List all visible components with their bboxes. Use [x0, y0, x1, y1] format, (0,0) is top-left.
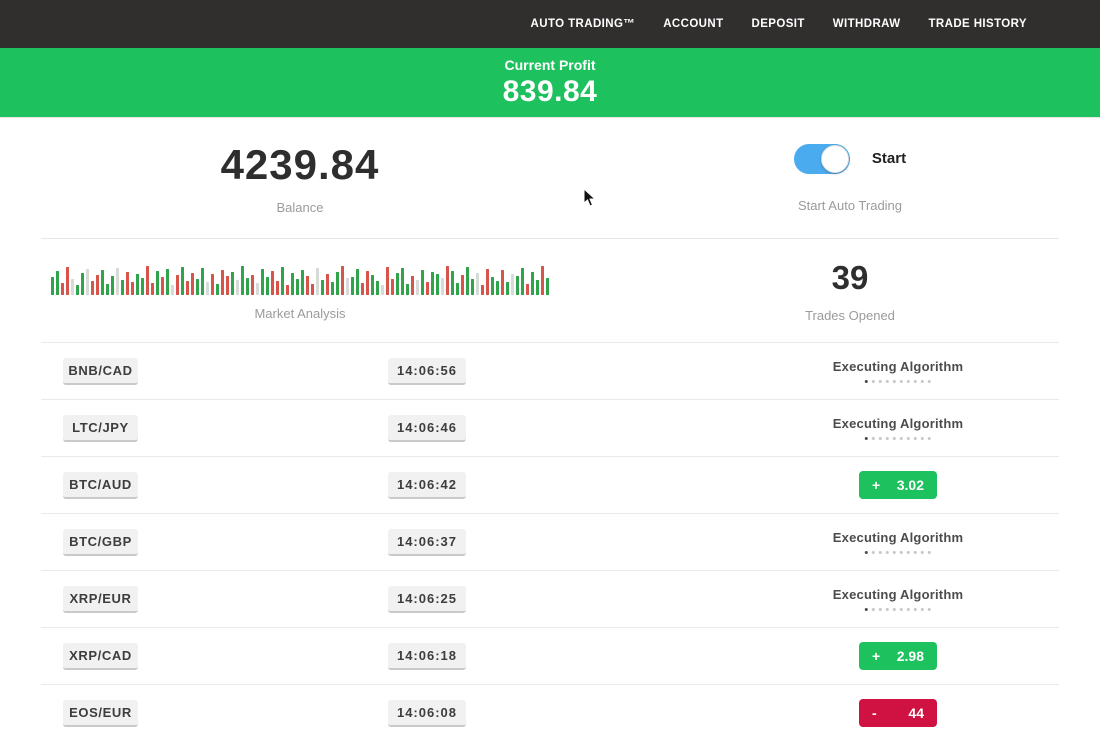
pair-badge: BTC/GBP: [63, 529, 138, 556]
profit-sign: +: [872, 477, 881, 493]
start-auto-trading-label: Start Auto Trading: [797, 197, 903, 213]
current-profit-value: 839.84: [502, 75, 598, 108]
executing-algorithm-label: Executing Algorithm: [832, 530, 964, 545]
market-analysis-chart: [51, 261, 549, 295]
time-badge: 14:06:08: [388, 700, 466, 727]
progress-dots: [863, 437, 933, 440]
top-nav: AUTO TRADING™ ACCOUNT DEPOSIT WITHDRAW T…: [0, 0, 1100, 48]
trades-opened-block: 39 Trades Opened: [600, 239, 1100, 342]
profit-value: 3.02: [896, 477, 924, 493]
trades-opened-label: Trades Opened: [805, 307, 895, 323]
trade-row: BTC/GBP 14:06:37 Executing Algorithm: [41, 513, 1059, 570]
time-badge: 14:06:56: [388, 358, 466, 385]
progress-dots: [863, 380, 933, 383]
time-badge: 14:06:25: [388, 586, 466, 613]
toggle-knob: [820, 144, 849, 173]
trades-list: BNB/CAD 14:06:56 Executing Algorithm LTC…: [0, 342, 1100, 741]
progress-dots: [863, 608, 933, 611]
progress-dots: [863, 551, 933, 554]
profit-sign: +: [872, 648, 881, 664]
trade-status-executing: Executing Algorithm: [833, 400, 963, 456]
market-analysis-label: Market Analysis: [254, 305, 346, 321]
trade-status-executing: Executing Algorithm: [833, 571, 963, 627]
executing-algorithm-label: Executing Algorithm: [832, 587, 964, 602]
time-badge: 14:06:46: [388, 415, 466, 442]
nav-auto-trading[interactable]: AUTO TRADING™: [530, 18, 636, 30]
nav-withdraw[interactable]: WITHDRAW: [832, 18, 901, 30]
pair-badge: BNB/CAD: [63, 358, 138, 385]
trade-status-executing: Executing Algorithm: [833, 343, 963, 399]
trade-row: BNB/CAD 14:06:56 Executing Algorithm: [41, 342, 1059, 399]
nav-deposit[interactable]: DEPOSIT: [751, 18, 805, 30]
market-analysis-block: Market Analysis: [0, 239, 600, 342]
balance-block: 4239.84 Balance: [0, 118, 600, 238]
trade-status-executing: Executing Algorithm: [833, 514, 963, 570]
profit-value: 2.98: [896, 648, 924, 664]
trade-row: XRP/CAD 14:06:18 + 2.98: [41, 627, 1059, 684]
balance-value: 4239.84: [220, 141, 380, 188]
divider: [41, 238, 1059, 239]
pair-badge: XRP/CAD: [63, 643, 138, 670]
trade-status-profit: + 2.98: [859, 628, 937, 684]
stats-row-1: 4239.84 Balance Start Start Auto Trading: [0, 118, 1100, 238]
nav-account[interactable]: ACCOUNT: [663, 18, 724, 30]
pair-badge: BTC/AUD: [63, 472, 138, 499]
loss-badge: - 44: [859, 699, 937, 727]
toggle-state-label: Start: [871, 150, 907, 167]
start-auto-trading-toggle[interactable]: [793, 143, 850, 174]
loss-sign: -: [872, 705, 877, 721]
loss-value: 44: [908, 705, 924, 721]
trade-status-profit: + 3.02: [859, 457, 937, 513]
trades-opened-value: 39: [831, 258, 869, 296]
current-profit-title: Current Profit: [504, 57, 596, 73]
nav-trade-history[interactable]: TRADE HISTORY: [928, 18, 1027, 30]
time-badge: 14:06:37: [388, 529, 466, 556]
pair-badge: EOS/EUR: [63, 700, 138, 727]
stats-row-2: Market Analysis 39 Trades Opened: [0, 239, 1100, 342]
trade-row: BTC/AUD 14:06:42 + 3.02: [41, 456, 1059, 513]
trade-row: EOS/EUR 14:06:08 - 44: [41, 684, 1059, 741]
executing-algorithm-label: Executing Algorithm: [832, 416, 964, 431]
auto-trading-block: Start Start Auto Trading: [600, 118, 1100, 238]
balance-label: Balance: [276, 200, 324, 215]
profit-badge: + 2.98: [859, 642, 937, 670]
pair-badge: XRP/EUR: [63, 586, 138, 613]
profit-badge: + 3.02: [859, 471, 937, 499]
current-profit-banner: Current Profit 839.84: [0, 48, 1100, 118]
executing-algorithm-label: Executing Algorithm: [832, 359, 964, 374]
time-badge: 14:06:18: [388, 643, 466, 670]
trade-row: XRP/EUR 14:06:25 Executing Algorithm: [41, 570, 1059, 627]
trade-row: LTC/JPY 14:06:46 Executing Algorithm: [41, 399, 1059, 456]
trade-status-loss: - 44: [859, 685, 937, 741]
time-badge: 14:06:42: [388, 472, 466, 499]
pair-badge: LTC/JPY: [63, 415, 138, 442]
